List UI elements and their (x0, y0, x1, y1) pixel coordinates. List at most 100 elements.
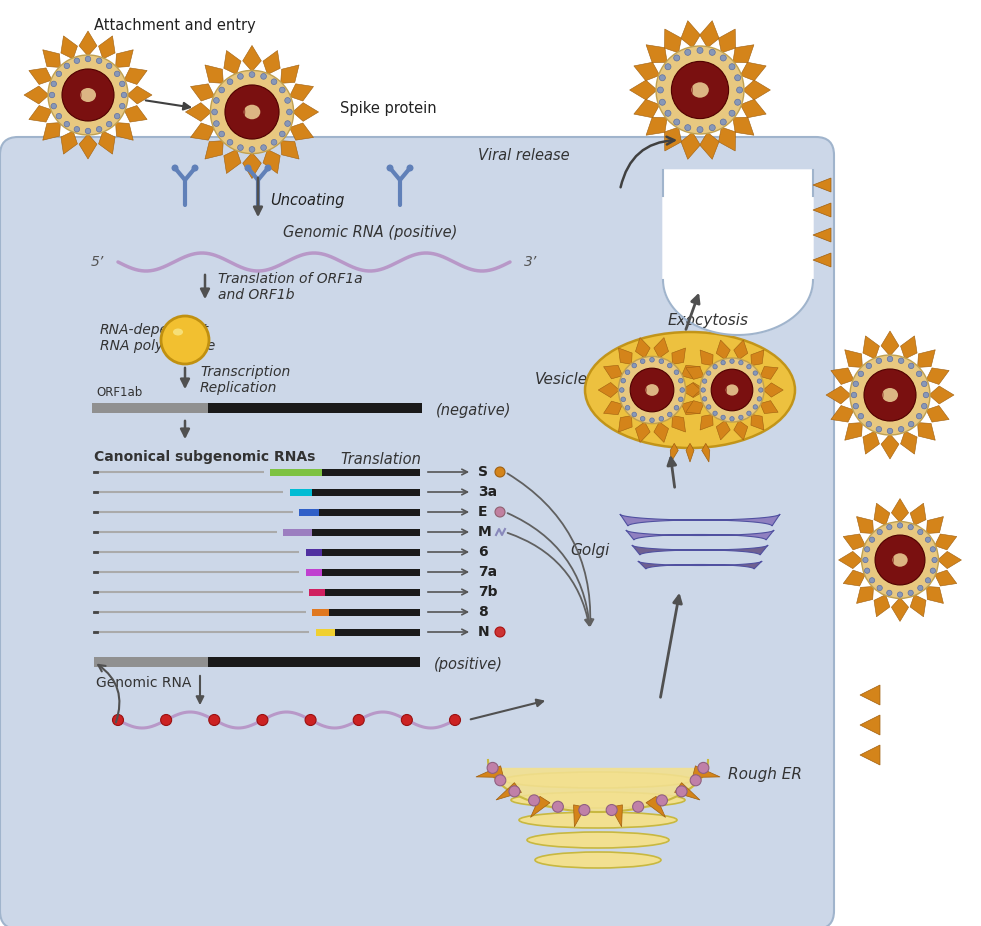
Circle shape (869, 537, 875, 543)
Circle shape (209, 715, 220, 725)
Circle shape (228, 140, 232, 145)
Circle shape (720, 119, 726, 125)
Circle shape (286, 109, 292, 115)
Polygon shape (263, 51, 281, 74)
Circle shape (249, 146, 255, 152)
Circle shape (908, 524, 913, 530)
Circle shape (665, 110, 671, 117)
Circle shape (899, 427, 904, 432)
Text: Golgi: Golgi (570, 543, 609, 557)
Circle shape (228, 79, 232, 84)
Ellipse shape (882, 388, 898, 402)
Circle shape (697, 762, 709, 773)
Circle shape (869, 578, 875, 583)
Circle shape (284, 97, 290, 104)
Polygon shape (839, 551, 862, 569)
Circle shape (85, 56, 91, 62)
Polygon shape (741, 99, 766, 118)
Circle shape (495, 627, 505, 637)
Circle shape (656, 795, 667, 806)
Circle shape (877, 585, 882, 591)
Polygon shape (831, 368, 854, 384)
Circle shape (106, 63, 112, 69)
Circle shape (864, 546, 870, 552)
Circle shape (237, 73, 243, 80)
Text: 7a: 7a (478, 565, 497, 579)
Polygon shape (116, 50, 133, 68)
Circle shape (680, 388, 685, 393)
Circle shape (853, 382, 858, 387)
Polygon shape (926, 586, 944, 604)
Circle shape (249, 71, 255, 78)
Circle shape (925, 578, 931, 583)
Circle shape (917, 530, 923, 534)
Text: 5’: 5’ (91, 255, 104, 269)
Text: Transcription
Replication: Transcription Replication (200, 365, 290, 395)
Circle shape (930, 568, 936, 573)
Circle shape (659, 417, 664, 421)
FancyBboxPatch shape (270, 469, 322, 475)
Text: Genomic RNA: Genomic RNA (96, 676, 191, 690)
Polygon shape (646, 44, 667, 63)
Polygon shape (61, 36, 77, 59)
Circle shape (115, 71, 120, 77)
Polygon shape (618, 348, 632, 365)
Polygon shape (28, 106, 52, 122)
Circle shape (641, 359, 645, 364)
Polygon shape (926, 368, 950, 384)
Polygon shape (634, 99, 659, 118)
Circle shape (853, 404, 858, 409)
Polygon shape (124, 68, 147, 84)
Polygon shape (686, 401, 704, 414)
Polygon shape (686, 444, 694, 462)
Polygon shape (881, 331, 899, 356)
Polygon shape (813, 228, 831, 242)
Circle shape (720, 55, 726, 61)
Polygon shape (681, 20, 700, 48)
Ellipse shape (645, 384, 658, 396)
Text: 7b: 7b (478, 585, 497, 599)
Polygon shape (598, 382, 619, 397)
Polygon shape (98, 131, 115, 154)
Polygon shape (675, 782, 699, 800)
Polygon shape (685, 382, 705, 397)
Circle shape (875, 535, 925, 585)
Polygon shape (700, 415, 713, 430)
Circle shape (633, 801, 644, 812)
Polygon shape (603, 401, 623, 415)
Polygon shape (734, 340, 748, 359)
Ellipse shape (585, 332, 795, 448)
Circle shape (257, 715, 268, 725)
Circle shape (679, 397, 683, 402)
Polygon shape (701, 444, 709, 462)
Circle shape (747, 411, 751, 416)
Polygon shape (672, 416, 686, 432)
Circle shape (887, 357, 893, 362)
FancyBboxPatch shape (322, 548, 420, 556)
Circle shape (876, 358, 882, 364)
Text: 6: 6 (478, 545, 488, 559)
Circle shape (921, 382, 927, 387)
FancyBboxPatch shape (309, 589, 326, 595)
Circle shape (271, 79, 277, 84)
Text: Uncoating: Uncoating (270, 193, 344, 207)
Circle shape (75, 58, 79, 64)
Circle shape (488, 762, 498, 773)
Circle shape (509, 786, 520, 797)
Circle shape (659, 99, 665, 106)
Circle shape (225, 85, 279, 139)
Circle shape (62, 69, 114, 121)
Polygon shape (700, 350, 713, 366)
Circle shape (864, 568, 870, 573)
FancyBboxPatch shape (306, 548, 322, 556)
Polygon shape (901, 431, 917, 454)
Circle shape (735, 99, 741, 106)
Polygon shape (654, 422, 668, 443)
Circle shape (877, 530, 882, 534)
FancyBboxPatch shape (336, 629, 420, 635)
Circle shape (898, 592, 903, 597)
Polygon shape (935, 570, 956, 586)
Circle shape (700, 358, 764, 422)
Circle shape (713, 411, 717, 416)
Polygon shape (664, 29, 682, 53)
